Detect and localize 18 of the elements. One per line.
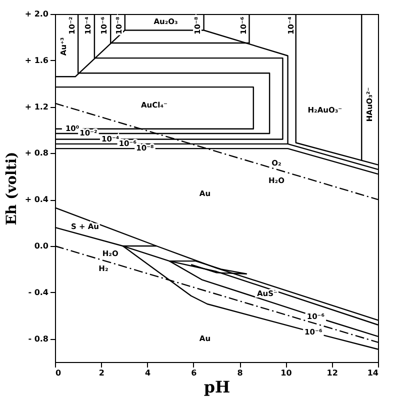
y-tick-label: + 0.8 (24, 148, 49, 158)
x-tick-label: 10 (280, 368, 292, 378)
y-tick-label: + 2.0 (24, 10, 49, 18)
x-tick-label: 8 (237, 368, 244, 378)
y-tick-label: + 1.2 (24, 102, 48, 112)
x-tick-label: 14 (367, 368, 379, 378)
y-tick-label: - 0.4 (28, 288, 49, 297)
x-axis-title: pH (204, 378, 230, 396)
y-tick-label: + 0.4 (24, 195, 49, 204)
x-tick-label: 2 (98, 368, 104, 378)
y-tick-label: + 1.6 (24, 56, 49, 65)
x-tick-label: 12 (326, 368, 338, 378)
y-tick-label: 0.0 (34, 242, 49, 250)
x-tick-label: 6 (191, 368, 198, 378)
y-axis-title: Eh (volti) (4, 152, 20, 226)
x-tick-label: 0 (56, 368, 62, 378)
y-tick-label: - 0.8 (28, 334, 49, 344)
x-tick-label: 4 (144, 368, 151, 378)
